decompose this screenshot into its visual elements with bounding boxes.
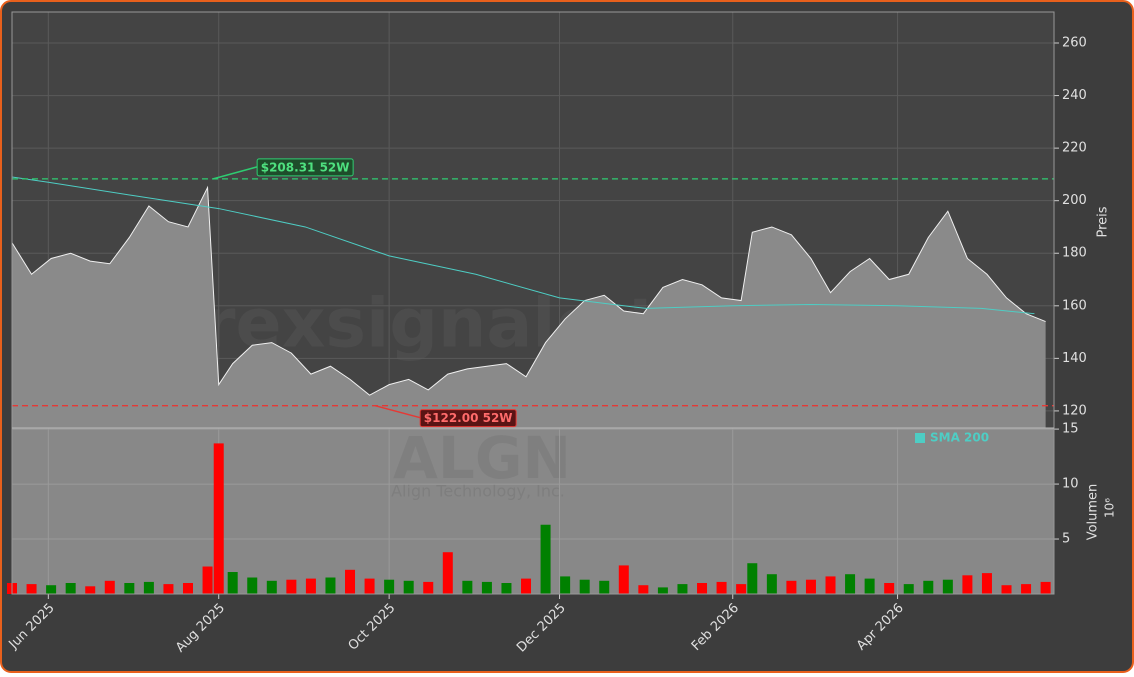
y-tick-label: 15 — [1062, 422, 1079, 437]
y-tick-label: 200 — [1062, 193, 1087, 208]
annotation-arrow — [212, 166, 258, 180]
volume-bar — [884, 583, 895, 594]
volume-bar — [736, 584, 747, 594]
volume-bar — [825, 576, 836, 594]
volume-bar — [213, 443, 224, 594]
volume-bar — [345, 569, 356, 594]
y-tick-label: 240 — [1062, 88, 1087, 103]
y-tick-label: 160 — [1062, 298, 1087, 313]
annotation-box — [256, 158, 354, 177]
y-tick-label: 140 — [1062, 351, 1087, 366]
volume-bar — [981, 573, 992, 594]
volume-bar — [747, 563, 758, 594]
volume-bar — [104, 580, 115, 594]
watermark: Align Technology, Inc. — [391, 482, 565, 501]
volume-bar — [864, 578, 875, 594]
area-fill — [12, 187, 1046, 428]
legend-swatch — [915, 433, 925, 443]
volume-bar — [182, 583, 193, 594]
volume-bar — [462, 580, 473, 594]
volume-bar — [286, 579, 297, 594]
volume-bar — [618, 565, 629, 594]
y-label: Preis — [1096, 206, 1111, 237]
volume-bar — [1001, 585, 1012, 594]
volume-bar — [579, 579, 590, 594]
volume-panel — [12, 428, 1054, 594]
volume-bar — [540, 524, 551, 594]
volume-bar — [247, 577, 258, 594]
volume-bar — [805, 579, 816, 594]
volume-bar — [786, 580, 797, 594]
volume-bar — [403, 580, 414, 594]
volume-bar — [65, 583, 76, 594]
volume-bar — [227, 572, 238, 594]
plot-border — [11, 11, 1055, 595]
y-label: Volumen — [1086, 484, 1101, 541]
volume-bar — [202, 566, 213, 594]
volume-bar — [163, 584, 174, 594]
annotation-label: $122.00 52W — [424, 411, 513, 425]
annotation-box — [419, 409, 517, 428]
volume-bar — [442, 552, 453, 594]
volume-bar — [638, 585, 649, 594]
volume-bar — [923, 580, 934, 594]
volume-bar — [481, 581, 492, 594]
legend-label: SMA 200 — [930, 431, 989, 445]
price-line — [11, 185, 1046, 396]
y-tick-label: 10 — [1062, 477, 1079, 492]
y-tick-label: 120 — [1062, 403, 1087, 418]
volume-bar — [677, 584, 688, 594]
volume-bar — [521, 578, 532, 594]
volume-bar — [1021, 584, 1032, 594]
volume-bar — [26, 584, 37, 594]
y-tick-label: 220 — [1062, 141, 1087, 156]
volume-bar — [1040, 581, 1051, 594]
volume-bar — [85, 586, 96, 594]
sma-line — [11, 176, 1035, 315]
watermark: ALGN — [393, 424, 571, 492]
volume-bar — [46, 585, 57, 594]
volume-bar — [423, 581, 434, 594]
volume-bar — [384, 579, 395, 594]
volume-bar — [501, 583, 512, 594]
y-exponent: 10⁶ — [1103, 498, 1117, 518]
volume-bar — [266, 580, 277, 594]
volume-bar — [942, 579, 953, 594]
volume-bar — [697, 583, 708, 594]
volume-bar — [143, 581, 154, 594]
volume-bar — [599, 580, 610, 594]
volume-bar — [325, 577, 336, 594]
volume-bar — [124, 583, 135, 594]
annotation-label: $208.31 52W — [261, 160, 350, 174]
y-tick-label: 5 — [1062, 532, 1070, 547]
volume-bar — [903, 584, 914, 594]
volume-bar — [560, 576, 571, 594]
volume-bar — [657, 587, 668, 594]
volume-bar — [716, 581, 727, 594]
volume-bar — [962, 575, 973, 594]
y-tick-label: 180 — [1062, 246, 1087, 261]
volume-bar — [305, 578, 316, 594]
volume-bar — [364, 578, 375, 594]
volume-bar — [845, 574, 856, 594]
volume-bar — [766, 574, 777, 594]
y-tick-label: 260 — [1062, 36, 1087, 51]
annotation-arrow — [374, 404, 421, 419]
